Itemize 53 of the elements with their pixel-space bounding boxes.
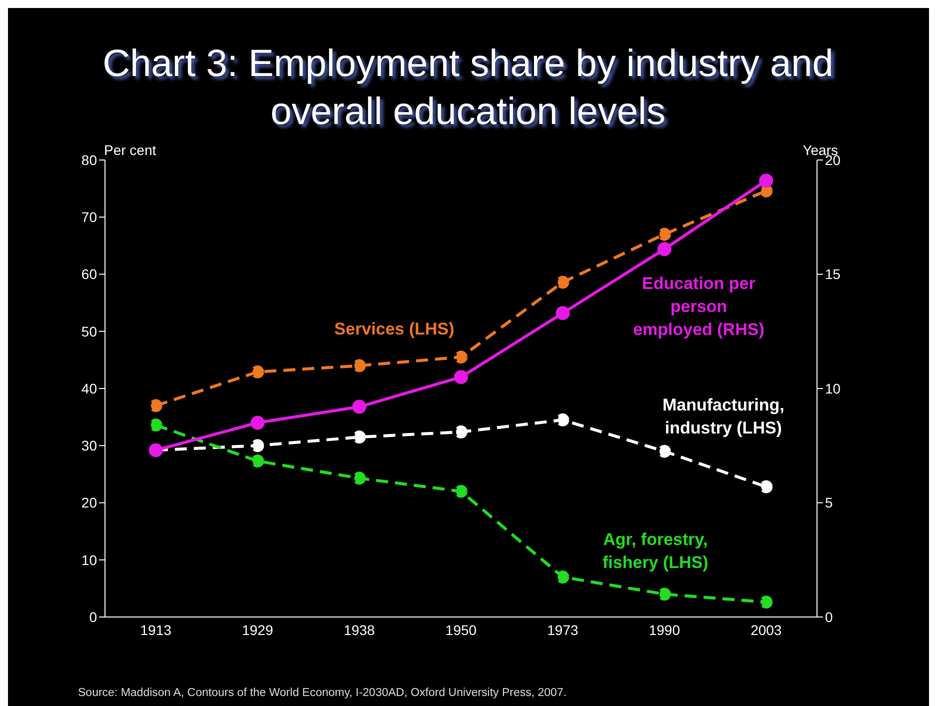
chart-title: Chart 3: Employment share by industry and overall education levels bbox=[102, 42, 834, 135]
point bbox=[250, 416, 265, 430]
point bbox=[658, 444, 671, 458]
point bbox=[760, 184, 773, 198]
point bbox=[149, 418, 162, 432]
y-tick-label: 10 bbox=[81, 552, 98, 568]
point bbox=[556, 570, 570, 584]
y-tick-label: 40 bbox=[81, 380, 98, 396]
y-tick-label: 80 bbox=[81, 152, 98, 168]
point bbox=[454, 484, 468, 498]
x-tick-label: 2003 bbox=[750, 622, 782, 638]
point bbox=[658, 228, 671, 241]
y-axis-title: Per cent bbox=[104, 142, 156, 158]
point bbox=[556, 306, 570, 320]
x-tick-label: 1990 bbox=[648, 622, 680, 638]
point bbox=[454, 370, 468, 384]
series-label: Agr, forestry, fishery (LHS) bbox=[602, 530, 708, 572]
point bbox=[352, 472, 366, 485]
x-tick-label: 1950 bbox=[445, 622, 477, 638]
point bbox=[759, 174, 774, 188]
point bbox=[556, 413, 570, 426]
point bbox=[251, 454, 264, 468]
point bbox=[454, 350, 468, 364]
x-tick-label: 1938 bbox=[344, 622, 376, 638]
point bbox=[556, 276, 570, 289]
y-tick-label: 70 bbox=[81, 209, 98, 226]
source-note: Source: Maddison A, Contours of the World Economy, I-2030AD, Oxford University Press, 2007. bbox=[78, 687, 567, 699]
point bbox=[352, 359, 366, 372]
y-tick-label: 50 bbox=[81, 323, 98, 340]
y-tick-label: 0 bbox=[89, 608, 98, 625]
point bbox=[454, 425, 468, 438]
x-tick-label: 1913 bbox=[140, 622, 172, 638]
x-tick-label: 1973 bbox=[547, 622, 578, 638]
series-label: Services (LHS) bbox=[334, 320, 454, 339]
y-tick-label: 30 bbox=[81, 438, 98, 454]
series-label: Manufacturing, industry (LHS) bbox=[662, 395, 784, 438]
y2-tick-label: 0 bbox=[825, 608, 833, 625]
point bbox=[352, 400, 366, 414]
point bbox=[760, 480, 773, 494]
point bbox=[658, 588, 671, 601]
point bbox=[149, 399, 162, 412]
series-label: Education per person employed (RHS) bbox=[633, 274, 764, 340]
point bbox=[760, 596, 773, 609]
y2-tick-label: 10 bbox=[825, 380, 841, 396]
y-tick-label: 60 bbox=[81, 266, 98, 282]
y-tick-label: 20 bbox=[81, 494, 98, 511]
point bbox=[352, 430, 366, 444]
point bbox=[657, 242, 672, 256]
y2-tick-label: 5 bbox=[825, 494, 833, 511]
point bbox=[251, 439, 264, 452]
x-tick-label: 1929 bbox=[242, 622, 274, 638]
y2-tick-label: 15 bbox=[825, 266, 841, 282]
point bbox=[251, 365, 264, 378]
